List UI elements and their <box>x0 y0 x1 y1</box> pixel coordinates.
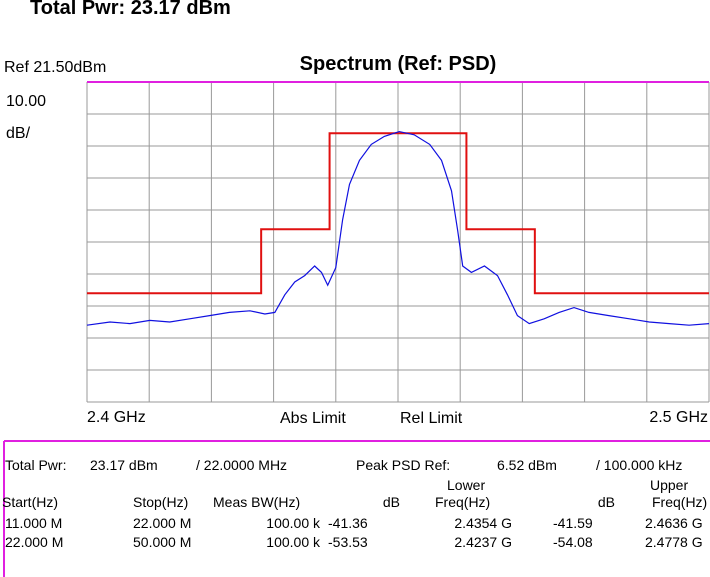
top-power: Total Pwr: 23.17 dBm <box>30 0 231 19</box>
ref-label: Ref 21.50dBm <box>4 59 106 76</box>
column-header: Start(Hz) <box>2 494 58 510</box>
column-header: Stop(Hz) <box>133 494 188 510</box>
table-cell: -41.59 <box>553 515 593 531</box>
table-cell: 50.000 M <box>133 534 191 550</box>
summary-text: / 22.0000 MHz <box>196 457 287 473</box>
table-cell: 100.00 k <box>266 534 321 550</box>
scale-label: dB/ <box>6 125 31 142</box>
table-cell: -41.36 <box>328 515 368 531</box>
x-tick-label: 2.5 GHz <box>649 409 708 426</box>
scale-label: 10.00 <box>6 93 46 110</box>
table-cell: 100.00 k <box>266 515 321 531</box>
table-cell: -53.53 <box>328 534 368 550</box>
trace <box>86 130 710 326</box>
summary-text: Total Pwr: <box>5 457 66 473</box>
table-cell: 22.000 M <box>5 534 63 550</box>
table-cell: -54.08 <box>553 534 593 550</box>
table-cell: 2.4778 G <box>645 534 703 550</box>
table-cell: 2.4636 G <box>645 515 703 531</box>
summary-text: / 100.000 kHz <box>596 457 682 473</box>
group-header: Lower <box>447 477 485 493</box>
table-cell: 11.000 M <box>5 515 62 531</box>
summary-text: Peak PSD Ref: <box>356 457 450 473</box>
legend-entry: Rel Limit <box>400 410 463 427</box>
column-header: dB <box>598 494 615 510</box>
column-header: Freq(Hz) <box>652 494 707 510</box>
table-cell: 2.4237 G <box>454 534 512 550</box>
group-header: Upper <box>650 477 688 493</box>
x-tick-label: 2.4 GHz <box>87 409 146 426</box>
column-header: Freq(Hz) <box>435 494 490 510</box>
table-cell: 2.4354 G <box>454 515 512 531</box>
legend-entry: Abs Limit <box>280 410 346 427</box>
chart-title: Spectrum (Ref: PSD) <box>300 53 497 75</box>
column-header: dB <box>383 494 400 510</box>
table-cell: 22.000 M <box>133 515 191 531</box>
summary-text: 23.17 dBm <box>90 457 158 473</box>
summary-text: 6.52 dBm <box>497 457 557 473</box>
trace <box>87 132 709 295</box>
column-header: Meas BW(Hz) <box>213 494 300 510</box>
